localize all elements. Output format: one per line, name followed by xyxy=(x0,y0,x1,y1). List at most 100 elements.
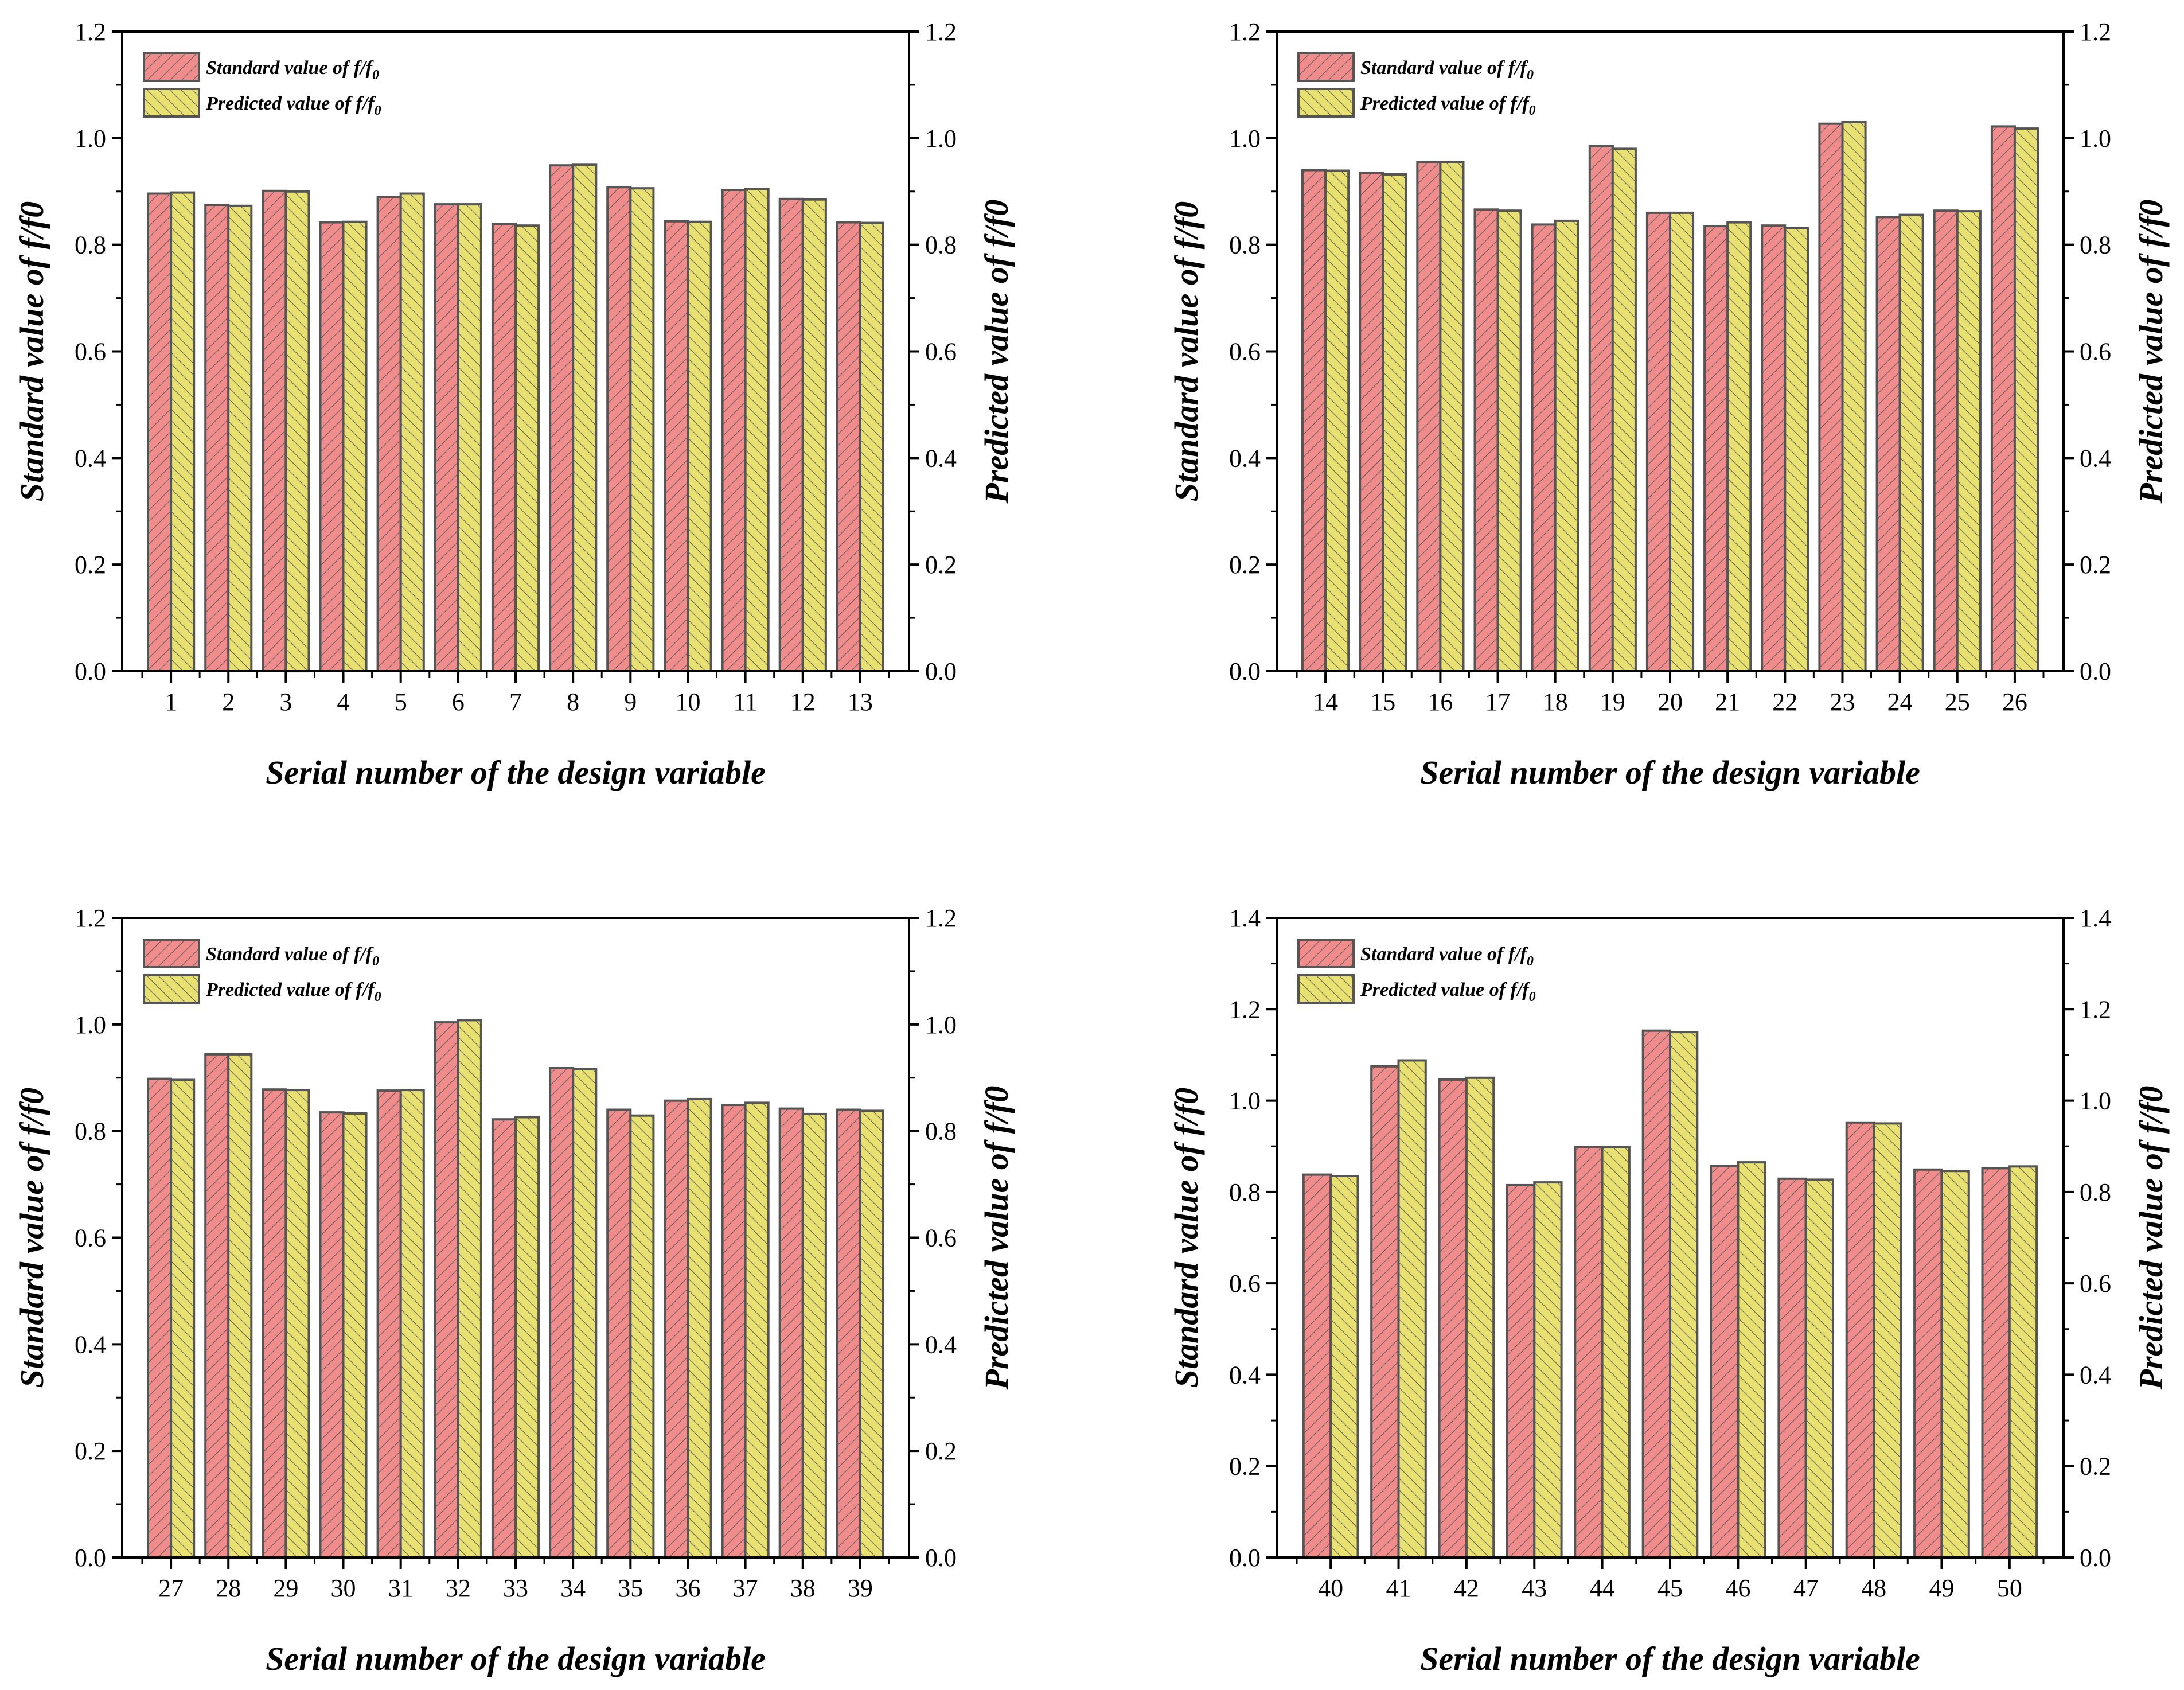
chart-panel-2: 0.0 0.0 0.2 0.2 0.4 0.4 0.6 0.6 0.8 0.8 1.0 1.0 1.2 1… xyxy=(1168,18,2170,791)
predicted-bar-46 xyxy=(1737,1161,1766,1559)
y-axis-title-right: Predicted value of f/f0 xyxy=(978,200,1015,504)
legend-predicted-swatch xyxy=(1297,88,1355,118)
standard-bar-40 xyxy=(1302,1173,1332,1559)
chart-panel-3: 0.0 0.0 0.2 0.2 0.4 0.4 0.6 0.6 0.8 0.8 1.0 1.0 1.2 1… xyxy=(13,904,1015,1677)
legend-predicted-subscript: 0 xyxy=(1529,990,1536,1004)
y-tick-label-left: 0.8 xyxy=(1229,1178,1261,1206)
y-tick-label-left: 0.0 xyxy=(1229,657,1261,686)
y-tick-label-left: 0.2 xyxy=(75,551,106,579)
x-tick-label: 34 xyxy=(560,1574,586,1602)
predicted-bar-20 xyxy=(1669,211,1695,672)
predicted-bar-22 xyxy=(1784,227,1809,672)
x-tick-label: 7 xyxy=(509,688,522,716)
legend-standard-label: Standard value of f/f0 xyxy=(1360,57,1534,83)
y-tick-label-left: 0.6 xyxy=(75,1224,106,1252)
predicted-bar-18 xyxy=(1554,219,1580,672)
y-tick-label-left: 0.0 xyxy=(75,1544,106,1572)
standard-bar-23 xyxy=(1818,122,1844,672)
y-tick-label-left: 0.8 xyxy=(75,231,106,259)
y-tick-label-right: 1.0 xyxy=(925,124,957,153)
y-tick-label-left: 1.2 xyxy=(75,904,106,932)
x-tick-label: 35 xyxy=(618,1574,643,1602)
x-tick-label: 8 xyxy=(567,688,579,716)
y-tick-label-right: 1.2 xyxy=(925,904,957,932)
predicted-bar-36 xyxy=(687,1097,712,1559)
x-tick-label: 26 xyxy=(2002,688,2027,716)
standard-bar-44 xyxy=(1574,1146,1604,1559)
y-tick-label-left: 0.4 xyxy=(1229,1361,1261,1389)
x-tick-label: 37 xyxy=(733,1574,758,1602)
y-tick-label-right: 1.0 xyxy=(2080,124,2111,153)
x-tick-label: 12 xyxy=(790,688,816,716)
y-tick-label-right: 1.0 xyxy=(2080,1087,2111,1115)
standard-bar-38 xyxy=(778,1107,804,1559)
x-axis-title: Serial number of the design variable xyxy=(1420,754,1920,791)
predicted-bar-37 xyxy=(744,1101,770,1559)
y-tick-label-right: 0.2 xyxy=(2080,1453,2111,1481)
x-tick-label: 47 xyxy=(1793,1574,1819,1602)
standard-bar-30 xyxy=(319,1111,345,1559)
standard-bar-34 xyxy=(549,1067,575,1559)
x-tick-label: 45 xyxy=(1658,1574,1683,1602)
y-tick-label-left: 0.0 xyxy=(1229,1544,1261,1572)
x-tick-label: 41 xyxy=(1386,1574,1411,1602)
y-tick-label-right: 0.6 xyxy=(2080,1270,2111,1298)
standard-bar-20 xyxy=(1645,211,1671,672)
x-tick-label: 23 xyxy=(1830,688,1855,716)
predicted-bar-35 xyxy=(629,1114,655,1559)
y-tick-label-left: 0.6 xyxy=(1229,1270,1261,1298)
y-tick-label-right: 0.6 xyxy=(925,338,957,366)
y-tick-label-left: 0.6 xyxy=(1229,338,1261,366)
predicted-bar-42 xyxy=(1465,1076,1495,1559)
standard-bar-4 xyxy=(319,221,345,673)
standard-bar-37 xyxy=(721,1104,747,1559)
predicted-bar-33 xyxy=(514,1116,540,1559)
x-tick-label: 29 xyxy=(273,1574,298,1602)
standard-bar-17 xyxy=(1473,208,1499,672)
x-tick-label: 17 xyxy=(1485,688,1511,716)
x-tick-label: 36 xyxy=(675,1574,700,1602)
standard-bar-25 xyxy=(1933,209,1959,672)
legend-predicted-label: Predicted value of f/f0 xyxy=(1360,979,1536,1004)
x-tick-label: 22 xyxy=(1772,688,1797,716)
standard-bar-9 xyxy=(606,186,632,672)
predicted-bar-47 xyxy=(1804,1178,1834,1559)
standard-bar-49 xyxy=(1913,1168,1943,1559)
x-tick-label: 13 xyxy=(848,688,873,716)
predicted-bar-32 xyxy=(457,1019,482,1559)
predicted-bar-12 xyxy=(801,198,827,672)
x-tick-label: 31 xyxy=(388,1574,414,1602)
y-tick-label-left: 0.4 xyxy=(75,1330,106,1358)
y-tick-label-left: 0.8 xyxy=(75,1117,106,1146)
predicted-bar-29 xyxy=(284,1089,310,1559)
predicted-bar-3 xyxy=(284,190,310,673)
legend-standard-subscript: 0 xyxy=(372,68,379,83)
y-tick-label-right: 0.6 xyxy=(925,1224,957,1252)
x-tick-label: 19 xyxy=(1600,688,1625,716)
standard-bar-28 xyxy=(204,1053,230,1559)
standard-bar-26 xyxy=(1990,125,2016,672)
x-tick-label: 43 xyxy=(1522,1574,1547,1602)
standard-bar-21 xyxy=(1703,225,1729,673)
predicted-bar-50 xyxy=(2008,1165,2038,1559)
legend-predicted-label: Predicted value of f/f0 xyxy=(1360,93,1536,118)
standard-bar-45 xyxy=(1641,1029,1671,1559)
standard-bar-31 xyxy=(376,1089,402,1559)
y-tick-label-right: 0.4 xyxy=(925,444,957,472)
x-tick-label: 48 xyxy=(1861,1574,1886,1602)
y-tick-label-left: 1.2 xyxy=(1229,995,1261,1023)
y-axis-title-right: Predicted value of f/f0 xyxy=(2132,1086,2170,1391)
y-tick-label-right: 0.2 xyxy=(925,551,957,579)
predicted-bar-26 xyxy=(2013,127,2039,673)
x-tick-label: 28 xyxy=(216,1574,241,1602)
x-tick-label: 49 xyxy=(1929,1574,1954,1602)
legend-predicted-subscript: 0 xyxy=(375,103,381,118)
x-tick-label: 10 xyxy=(675,688,700,716)
y-axis-title-right: Predicted value of f/f0 xyxy=(2132,200,2170,504)
standard-bar-3 xyxy=(262,189,287,672)
standard-bar-8 xyxy=(549,164,575,672)
standard-bar-50 xyxy=(1981,1167,2011,1559)
standard-bar-41 xyxy=(1370,1065,1400,1559)
y-tick-label-left: 1.0 xyxy=(1229,124,1261,153)
x-tick-label: 33 xyxy=(503,1574,528,1602)
